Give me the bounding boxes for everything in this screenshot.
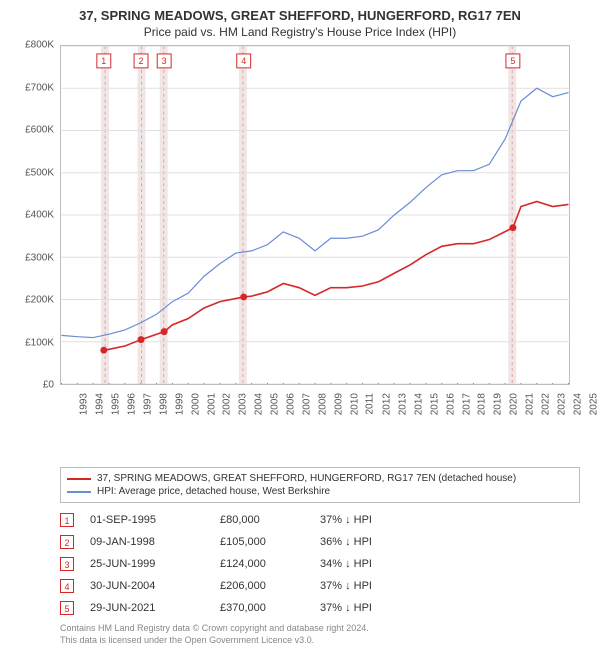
x-tick-label: 2022 [540, 393, 551, 415]
tx-delta: 37% ↓ HPI [320, 514, 410, 526]
x-tick-label: 2014 [413, 393, 424, 415]
x-tick-label: 2015 [429, 393, 440, 415]
tx-price: £80,000 [220, 514, 320, 526]
tx-delta: 34% ↓ HPI [320, 558, 410, 570]
x-tick-label: 2023 [556, 393, 567, 415]
x-tick-label: 2004 [254, 393, 265, 415]
transaction-table: 101-SEP-1995£80,00037% ↓ HPI209-JAN-1998… [60, 509, 580, 619]
tx-date: 29-JUN-2021 [90, 602, 220, 614]
x-tick-label: 2019 [493, 393, 504, 415]
x-tick-label: 1995 [110, 393, 121, 415]
y-tick-label: £600K [18, 125, 54, 136]
tx-delta: 37% ↓ HPI [320, 602, 410, 614]
x-tick-label: 2006 [285, 393, 296, 415]
x-tick-label: 2000 [190, 393, 201, 415]
x-tick-label: 2025 [588, 393, 599, 415]
y-tick-label: £500K [18, 167, 54, 178]
legend-label: HPI: Average price, detached house, West… [97, 486, 330, 497]
svg-text:2: 2 [139, 56, 144, 66]
tx-date: 30-JUN-2004 [90, 580, 220, 592]
chart-title: 37, SPRING MEADOWS, GREAT SHEFFORD, HUNG… [0, 0, 600, 23]
y-tick-label: £400K [18, 210, 54, 221]
svg-text:5: 5 [510, 56, 515, 66]
tx-price: £370,000 [220, 602, 320, 614]
tx-marker: 4 [60, 579, 74, 593]
chart-subtitle: Price paid vs. HM Land Registry's House … [0, 23, 600, 45]
x-tick-label: 2017 [461, 393, 472, 415]
legend: 37, SPRING MEADOWS, GREAT SHEFFORD, HUNG… [60, 467, 580, 503]
y-tick-label: £100K [18, 337, 54, 348]
x-tick-label: 2018 [477, 393, 488, 415]
x-tick-label: 2005 [270, 393, 281, 415]
x-tick-label: 1993 [78, 393, 89, 415]
footer: Contains HM Land Registry data © Crown c… [60, 623, 580, 646]
x-tick-label: 1997 [142, 393, 153, 415]
transaction-row: 4 30-JUN-2004£206,00037% ↓ HPI [60, 575, 580, 597]
tx-date: 09-JAN-1998 [90, 536, 220, 548]
tx-delta: 37% ↓ HPI [320, 580, 410, 592]
plot-svg: 1 2 3 4 5 [60, 45, 570, 385]
chart-container: 37, SPRING MEADOWS, GREAT SHEFFORD, HUNG… [0, 0, 600, 650]
footer-line1: Contains HM Land Registry data © Crown c… [60, 623, 580, 635]
svg-text:4: 4 [241, 56, 246, 66]
x-tick-label: 2011 [364, 393, 375, 415]
x-tick-label: 2020 [509, 393, 520, 415]
x-tick-label: 1998 [158, 393, 169, 415]
x-tick-label: 2021 [525, 393, 536, 415]
legend-item: 37, SPRING MEADOWS, GREAT SHEFFORD, HUNG… [67, 472, 573, 485]
x-tick-label: 2008 [317, 393, 328, 415]
x-tick-label: 2002 [222, 393, 233, 415]
transaction-row: 2 09-JAN-1998£105,00036% ↓ HPI [60, 531, 580, 553]
x-tick-label: 2007 [301, 393, 312, 415]
x-tick-label: 2001 [206, 393, 217, 415]
svg-text:1: 1 [101, 56, 106, 66]
tx-marker: 3 [60, 557, 74, 571]
transaction-row: 1 01-SEP-1995£80,00037% ↓ HPI [60, 509, 580, 531]
y-tick-label: £200K [18, 295, 54, 306]
x-tick-label: 1999 [174, 393, 185, 415]
chart-area: 1 2 3 4 5 £0 £100K £200K £300K £400K £500K £600K £7… [20, 45, 580, 425]
x-tick-label: 2009 [333, 393, 344, 415]
y-tick-label: £700K [18, 82, 54, 93]
x-tick-label: 2013 [397, 393, 408, 415]
x-tick-label: 1994 [94, 393, 105, 415]
tx-date: 25-JUN-1999 [90, 558, 220, 570]
tx-price: £206,000 [220, 580, 320, 592]
legend-swatch [67, 491, 91, 493]
x-tick-label: 2003 [238, 393, 249, 415]
y-tick-label: £800K [18, 40, 54, 51]
y-tick-label: £300K [18, 252, 54, 263]
y-tick-label: £0 [18, 380, 54, 391]
transaction-row: 5 29-JUN-2021£370,00037% ↓ HPI [60, 597, 580, 619]
svg-text:3: 3 [162, 56, 167, 66]
legend-swatch [67, 478, 91, 480]
tx-delta: 36% ↓ HPI [320, 536, 410, 548]
tx-marker: 2 [60, 535, 74, 549]
footer-line2: This data is licensed under the Open Gov… [60, 635, 580, 647]
tx-date: 01-SEP-1995 [90, 514, 220, 526]
tx-price: £124,000 [220, 558, 320, 570]
x-tick-label: 2024 [572, 393, 583, 415]
transaction-row: 3 25-JUN-1999£124,00034% ↓ HPI [60, 553, 580, 575]
legend-item: HPI: Average price, detached house, West… [67, 485, 573, 498]
tx-price: £105,000 [220, 536, 320, 548]
x-tick-label: 2012 [381, 393, 392, 415]
legend-label: 37, SPRING MEADOWS, GREAT SHEFFORD, HUNG… [97, 473, 516, 484]
x-tick-label: 1996 [126, 393, 137, 415]
tx-marker: 5 [60, 601, 74, 615]
x-tick-label: 2016 [445, 393, 456, 415]
x-tick-label: 2010 [349, 393, 360, 415]
tx-marker: 1 [60, 513, 74, 527]
